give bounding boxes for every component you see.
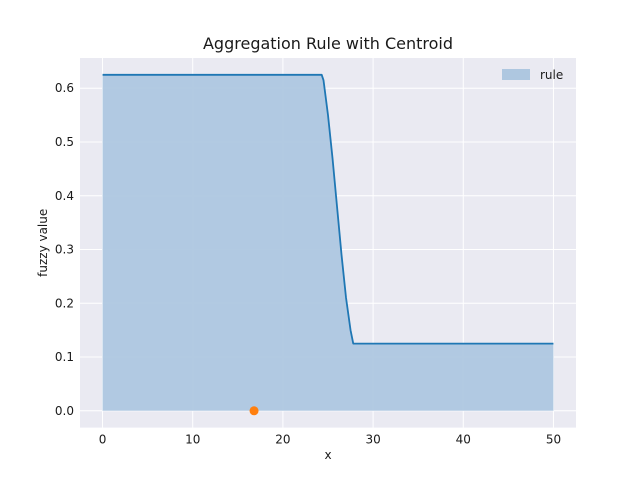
y-tick-label: 0.3: [55, 243, 74, 257]
y-tick-label: 0.1: [55, 350, 74, 364]
series-line-rule: [102, 73, 554, 345]
y-tick-label: 0.2: [55, 296, 74, 310]
tick-labels: 0 10 20 30 40 50 0.0 0.1 0.2 0.3 0.4 0.5 0.6: [55, 81, 561, 446]
x-tick-label: 10: [185, 433, 200, 447]
x-tick-label: 40: [456, 433, 471, 447]
x-axis-label: x: [324, 448, 331, 462]
area-fill-rule: [102, 74, 554, 411]
y-tick-label: 0.6: [55, 81, 74, 95]
chart-title: Aggregation Rule with Centroid: [203, 34, 453, 53]
legend: rule: [502, 68, 563, 82]
y-tick-label: 0.5: [55, 135, 74, 149]
x-tick-label: 30: [365, 433, 380, 447]
legend-label-rule: rule: [540, 68, 563, 82]
x-tick-label: 0: [99, 433, 107, 447]
series-layer: [102, 73, 554, 416]
centroid-point: [249, 406, 259, 416]
y-tick-label: 0.0: [55, 404, 74, 418]
y-axis-label: fuzzy value: [36, 209, 50, 277]
x-tick-label: 20: [275, 433, 290, 447]
legend-swatch-rule: [502, 69, 530, 80]
x-tick-label: 50: [546, 433, 561, 447]
y-tick-label: 0.4: [55, 189, 74, 203]
